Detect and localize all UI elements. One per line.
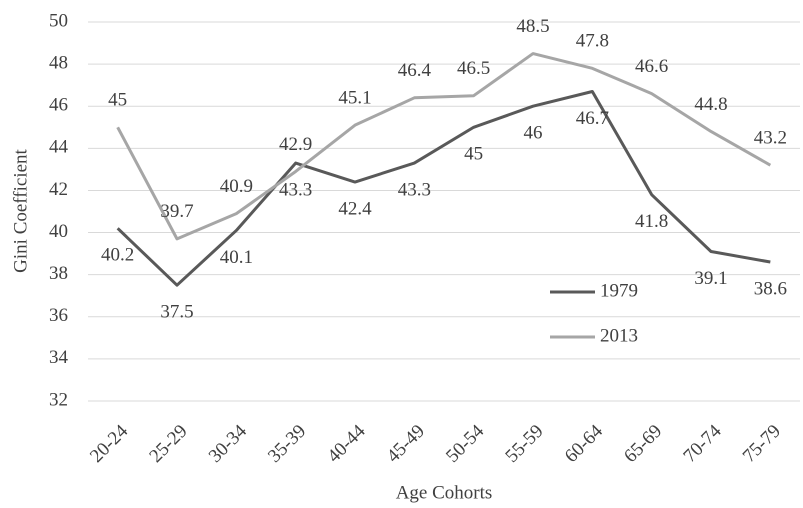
y-axis-label: Gini Coefficient <box>10 148 31 272</box>
data-label: 44.8 <box>694 94 727 115</box>
data-label: 46.6 <box>635 56 668 77</box>
legend-label: 1979 <box>600 280 638 301</box>
y-tick-label: 42 <box>49 179 68 200</box>
data-label: 41.8 <box>635 211 668 232</box>
x-tick-label: 65-69 <box>620 421 666 467</box>
data-label: 39.1 <box>694 268 727 289</box>
data-label: 40.2 <box>101 245 134 266</box>
data-label: 38.6 <box>754 278 787 299</box>
y-tick-label: 38 <box>49 263 68 284</box>
data-label: 46 <box>524 123 543 144</box>
x-axis-label: Age Cohorts <box>396 482 493 503</box>
data-label: 46.5 <box>457 58 490 79</box>
x-tick-label: 30-34 <box>205 420 252 467</box>
x-tick-label: 45-49 <box>383 421 429 467</box>
data-label: 42.9 <box>279 134 312 155</box>
y-tick-label: 32 <box>49 389 68 410</box>
x-tick-label: 25-29 <box>145 421 191 467</box>
data-label: 40.9 <box>220 176 253 197</box>
y-tick-label: 50 <box>49 10 68 31</box>
data-label: 40.1 <box>220 247 253 268</box>
series-line <box>116 89 771 287</box>
data-label: 46.7 <box>576 108 609 129</box>
data-label: 43.2 <box>754 128 787 149</box>
data-label: 43.3 <box>279 179 312 200</box>
y-tick-label: 44 <box>49 137 69 158</box>
data-label: 45 <box>464 144 483 165</box>
data-label: 45 <box>108 90 127 111</box>
x-tick-label: 55-59 <box>501 421 547 467</box>
data-label: 43.3 <box>398 179 431 200</box>
x-tick-label: 20-24 <box>86 420 133 467</box>
y-tick-label: 48 <box>49 52 68 73</box>
data-label: 42.4 <box>338 198 372 219</box>
y-tick-label: 46 <box>49 95 68 116</box>
data-label: 48.5 <box>516 16 549 37</box>
y-tick-label: 40 <box>49 221 68 242</box>
x-tick-label: 35-39 <box>264 421 310 467</box>
data-label: 46.4 <box>398 60 432 81</box>
data-label: 39.7 <box>160 201 193 222</box>
y-tick-label: 34 <box>49 347 69 368</box>
legend-label: 2013 <box>600 325 638 346</box>
x-tick-label: 60-64 <box>561 420 608 467</box>
data-label: 45.1 <box>338 88 371 109</box>
series-line <box>116 52 772 241</box>
x-tick-label: 40-44 <box>323 420 370 467</box>
data-label: 37.5 <box>160 302 193 323</box>
data-label: 47.8 <box>576 31 609 52</box>
x-tick-label: 75-79 <box>739 421 785 467</box>
y-tick-label: 36 <box>49 305 68 326</box>
x-tick-label: 50-54 <box>442 420 489 467</box>
x-tick-label: 70-74 <box>679 420 726 467</box>
